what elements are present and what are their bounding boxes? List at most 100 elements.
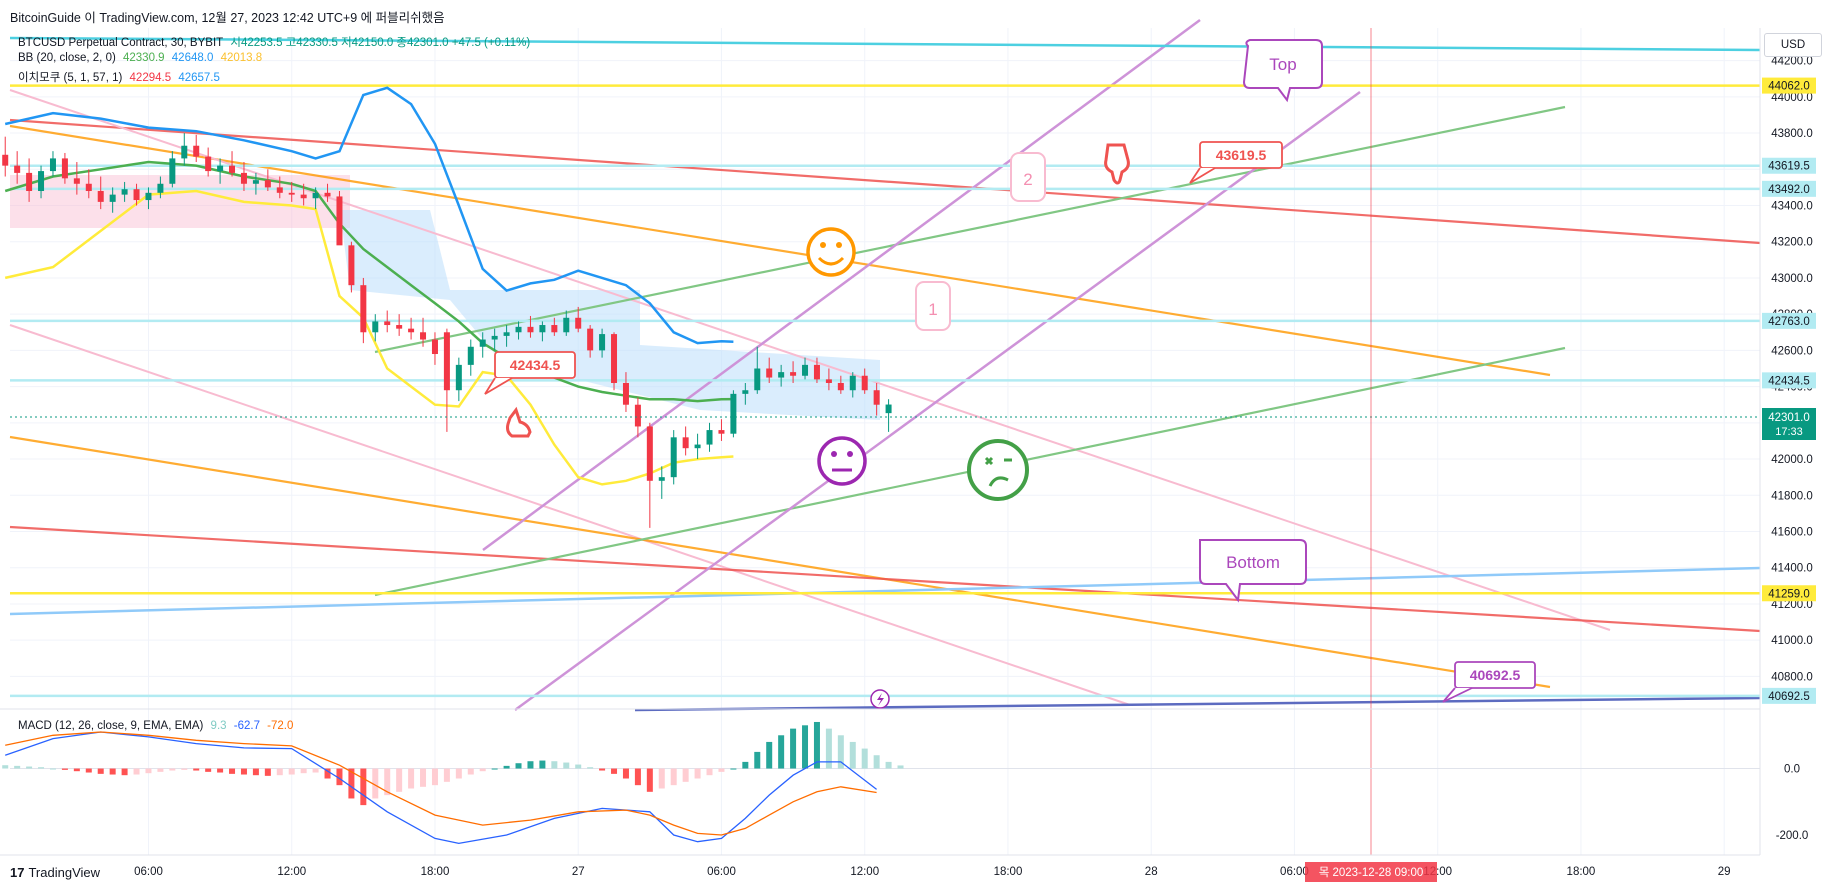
candle-body xyxy=(181,145,188,159)
price-tick-label: 41600.0 xyxy=(1771,527,1813,539)
candle xyxy=(766,357,773,383)
macd-hist-bar xyxy=(14,765,21,769)
candle xyxy=(587,325,594,358)
macd-hist-bar xyxy=(742,761,749,769)
candle-body xyxy=(563,317,570,333)
macd-line xyxy=(4,731,877,845)
svg-text:2: 2 xyxy=(1023,170,1032,189)
macd-hist-bar xyxy=(181,768,188,770)
macd-signal-value: -72.0 xyxy=(267,720,294,732)
macd-legend[interactable]: MACD (12, 26, close, 9, EMA, EMA) 9.3 -6… xyxy=(18,720,297,732)
candle-body xyxy=(802,364,809,376)
candle xyxy=(849,372,856,398)
candle xyxy=(443,328,450,432)
macd-tick-label: 0.0 xyxy=(1784,764,1800,776)
price-level-tag: 42763.0 xyxy=(1762,312,1816,329)
candle xyxy=(372,314,379,342)
ichimoku-legend[interactable]: 이치모쿠 (5, 1, 57, 1) 42294.5 42657.5 xyxy=(18,69,224,85)
time-axis[interactable]: 06:00 12:00 18:00 27 06:00 12:00 18:00 28 06:00 1… xyxy=(134,866,1731,878)
macd-hist-bar xyxy=(539,760,546,769)
bb-label: BB (20, close, 2, 0) xyxy=(18,52,116,64)
price-tick-label: 44000.0 xyxy=(1771,92,1813,104)
macd-hist-bar xyxy=(861,748,868,769)
price-level-tag-label: 42434.5 xyxy=(1768,375,1810,387)
macd-hist-bar xyxy=(97,768,104,774)
tradingview-logo[interactable]: 17 TradingView xyxy=(10,865,100,880)
price-tick-label: 41200.0 xyxy=(1771,599,1813,611)
candle-body xyxy=(551,325,558,333)
candle-body xyxy=(49,158,56,172)
macd-hist-bar xyxy=(348,768,355,799)
macd-line-value: -62.7 xyxy=(233,720,260,732)
candle-body xyxy=(467,346,474,365)
candle-body xyxy=(169,158,176,184)
wave-label-1[interactable]: 1 xyxy=(915,281,951,331)
macd-hist-bar xyxy=(420,768,427,787)
crosshair-time-label: 목 2023-12-28 09:00 xyxy=(1319,866,1424,879)
price-level-tag: 42434.5 xyxy=(1762,372,1816,389)
price-callout-42434[interactable]: 42434.5 xyxy=(484,351,576,395)
macd-label: MACD (12, 26, close, 9, EMA, EMA) xyxy=(18,720,204,732)
macd-hist-bar xyxy=(205,768,212,772)
pointing-hand-up-icon xyxy=(506,406,532,438)
candle xyxy=(348,241,355,293)
macd-hist-bar xyxy=(515,763,522,769)
price-level-tag-label: 41259.0 xyxy=(1768,588,1810,600)
price-tick-label: 42600.0 xyxy=(1771,345,1813,357)
candle-body xyxy=(109,194,116,202)
currency-button[interactable]: USD xyxy=(1764,33,1822,57)
candle xyxy=(133,183,140,206)
price-level-tag: 43492.0 xyxy=(1762,180,1816,197)
candle-body xyxy=(85,183,92,192)
candle-body xyxy=(539,325,546,333)
macd-hist-bar xyxy=(193,768,200,771)
candle xyxy=(157,176,164,199)
callouts[interactable]: Top Bottom 43619.5 42434.5 40692.5 1 2 xyxy=(484,39,1536,703)
candle-body xyxy=(706,430,713,445)
candle xyxy=(431,332,438,365)
candle-body xyxy=(754,368,761,391)
price-callout-40692[interactable]: 40692.5 xyxy=(1442,661,1536,703)
time-tick-label: 06:00 xyxy=(1280,866,1309,878)
candle xyxy=(790,361,797,383)
price-callout-43619[interactable]: 43619.5 xyxy=(1189,141,1283,184)
macd-hist-bar xyxy=(646,768,653,792)
candle xyxy=(730,390,737,438)
candle xyxy=(49,151,56,177)
candle xyxy=(408,317,415,340)
candle xyxy=(396,314,403,336)
symbol-legend[interactable]: BTCUSD Perpetual Contract, 30, BYBIT 시42… xyxy=(18,34,534,50)
price-level-tag: 41259.0 xyxy=(1762,585,1816,602)
candle-body xyxy=(97,191,104,202)
candle xyxy=(252,172,259,195)
bb-legend[interactable]: BB (20, close, 2, 0) 42330.9 42648.0 420… xyxy=(18,52,266,64)
macd-hist-bar xyxy=(706,768,713,776)
candle xyxy=(73,162,80,195)
candle-body xyxy=(443,332,450,391)
bb-upper-line xyxy=(4,86,734,345)
candles xyxy=(2,133,892,528)
macd-hist-bar xyxy=(26,766,33,769)
candle-body xyxy=(682,437,689,449)
bottom-callout[interactable]: Bottom xyxy=(1199,539,1307,603)
emoji-icons xyxy=(506,143,1130,709)
macd-hist-bar xyxy=(611,768,618,774)
macd-hist-bar xyxy=(467,768,474,775)
candle-body xyxy=(766,368,773,378)
wave-label-2[interactable]: 2 xyxy=(1010,152,1046,202)
candle xyxy=(742,382,749,405)
macd-hist-bar xyxy=(240,768,247,775)
price-tick-label: 41800.0 xyxy=(1771,490,1813,502)
top-callout[interactable]: Top xyxy=(1242,39,1323,103)
candle-body xyxy=(324,192,331,197)
macd-pane xyxy=(2,721,1760,845)
candle xyxy=(420,317,427,347)
candle xyxy=(802,357,809,380)
lightning-event-icon[interactable] xyxy=(870,689,890,709)
macd-hist-bar xyxy=(336,768,343,786)
macd-signal-line xyxy=(5,731,877,836)
candle xyxy=(264,169,271,192)
smile-emoji-icon xyxy=(806,227,856,277)
macd-hist-bar xyxy=(73,768,80,772)
